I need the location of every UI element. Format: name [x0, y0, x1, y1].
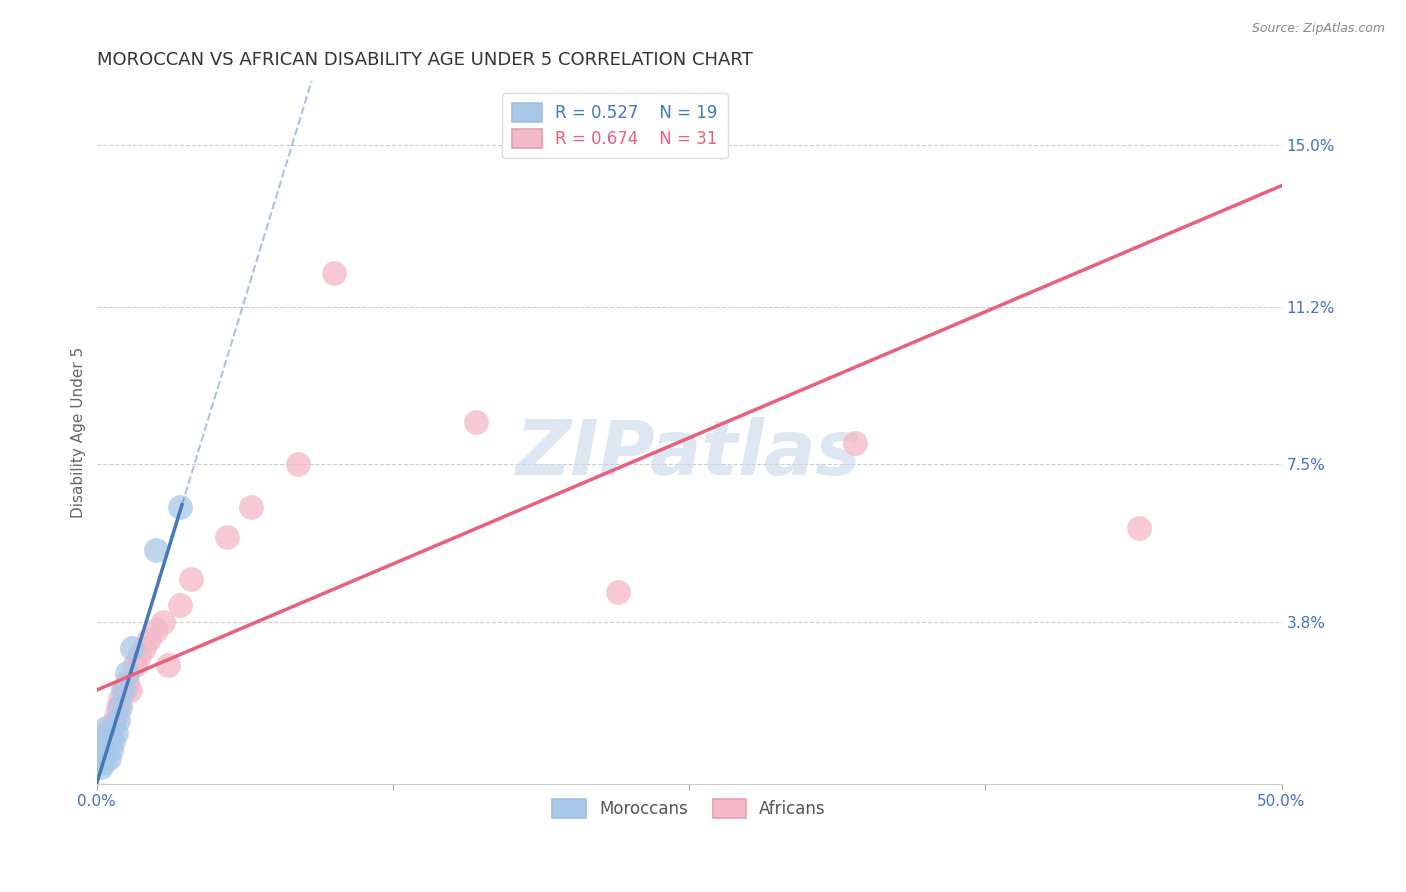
- Point: [124, 657, 146, 672]
- Point: [844, 436, 866, 450]
- Point: [94, 742, 117, 756]
- Text: ZIPatlas: ZIPatlas: [516, 417, 862, 491]
- Point: [93, 756, 115, 770]
- Point: [464, 415, 486, 429]
- Point: [110, 691, 132, 706]
- Point: [111, 683, 134, 698]
- Point: [104, 725, 127, 739]
- Point: [93, 739, 115, 753]
- Point: [103, 734, 125, 748]
- Point: [145, 624, 167, 638]
- Point: [117, 674, 139, 689]
- Point: [128, 648, 150, 663]
- Point: [1128, 521, 1150, 535]
- Point: [87, 751, 110, 765]
- Point: [90, 760, 112, 774]
- Y-axis label: Disability Age Under 5: Disability Age Under 5: [72, 347, 86, 518]
- Point: [138, 632, 160, 646]
- Point: [180, 573, 202, 587]
- Point: [132, 640, 155, 655]
- Point: [117, 666, 139, 681]
- Point: [104, 708, 127, 723]
- Point: [94, 725, 117, 739]
- Legend: Moroccans, Africans: Moroccans, Africans: [546, 792, 832, 824]
- Point: [100, 742, 122, 756]
- Point: [607, 585, 630, 599]
- Point: [145, 542, 167, 557]
- Point: [93, 734, 115, 748]
- Point: [239, 500, 262, 514]
- Point: [110, 700, 132, 714]
- Point: [169, 500, 191, 514]
- Point: [97, 725, 120, 739]
- Point: [322, 266, 344, 280]
- Point: [103, 717, 125, 731]
- Point: [94, 722, 117, 736]
- Point: [114, 683, 136, 698]
- Point: [94, 747, 117, 761]
- Point: [121, 640, 143, 655]
- Point: [107, 700, 129, 714]
- Point: [156, 657, 179, 672]
- Point: [215, 530, 238, 544]
- Point: [87, 751, 110, 765]
- Point: [152, 615, 174, 629]
- Point: [107, 713, 129, 727]
- Text: Source: ZipAtlas.com: Source: ZipAtlas.com: [1251, 22, 1385, 36]
- Point: [90, 747, 112, 761]
- Point: [118, 683, 141, 698]
- Point: [90, 742, 112, 756]
- Point: [169, 598, 191, 612]
- Point: [97, 751, 120, 765]
- Point: [97, 734, 120, 748]
- Text: MOROCCAN VS AFRICAN DISABILITY AGE UNDER 5 CORRELATION CHART: MOROCCAN VS AFRICAN DISABILITY AGE UNDER…: [97, 51, 752, 69]
- Point: [100, 725, 122, 739]
- Point: [287, 458, 309, 472]
